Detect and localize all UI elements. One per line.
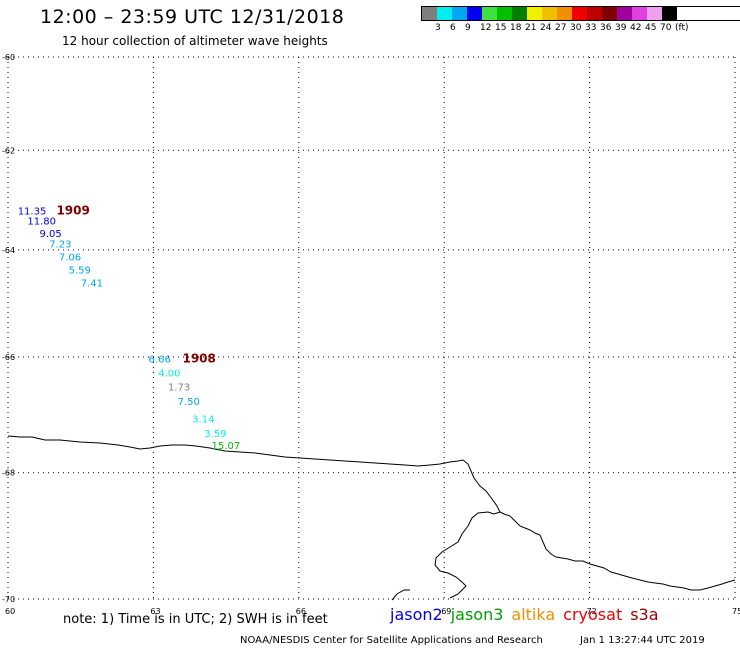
latitude-label: -68 [2, 469, 15, 478]
legend-label: 42 [630, 23, 642, 33]
wave-height-color-legend: 3 6 9 12 15 18 21 24 27 30 33 36 39 42 45 70 (ft) [421, 6, 740, 33]
legend-label: 45 [645, 23, 657, 33]
legend-label: 33 [585, 23, 597, 33]
legend-swatch [572, 7, 587, 20]
wave-height-value: 4.00 [158, 369, 180, 380]
wave-height-value: 7.50 [178, 397, 200, 408]
wave-height-value: 5.59 [69, 265, 91, 276]
latitude-label: -64 [2, 246, 15, 255]
generated-timestamp: Jan 1 13:27:44 UTC 2019 [580, 635, 705, 646]
legend-label: 21 [525, 23, 537, 33]
orbit-time-label: 1909 [56, 203, 89, 217]
legend-swatch [482, 7, 497, 20]
ice-shelf-inlet-outline [434, 511, 501, 599]
wave-height-value: 11.35 [18, 206, 47, 217]
satellite-legend: jason2 jason3 altika cryosat s3a [390, 605, 659, 624]
legend-swatch [542, 7, 557, 20]
axis-labels: -60 -62 -64 -66 -68 -70 60 63 66 69 72 75 [2, 53, 740, 616]
legend-label: (ft) [675, 23, 689, 33]
longitude-label: 66 [296, 607, 306, 616]
legend-label: 39 [615, 23, 627, 33]
latitude-label: -62 [2, 146, 15, 155]
legend-label: 6 [450, 23, 456, 33]
longitude-label: 60 [5, 607, 15, 616]
legend-swatch [632, 7, 647, 20]
legend-swatch [512, 7, 527, 20]
latitude-label: -66 [2, 353, 15, 362]
legend-label: 12 [480, 23, 492, 33]
legend-label: 9 [465, 23, 471, 33]
coastline [7, 435, 736, 601]
longitude-label: 72 [587, 607, 597, 616]
page-subtitle: 12 hour collection of altimeter wave hei… [62, 34, 328, 48]
orbit-labels: 1909 1908 [56, 203, 215, 365]
wave-height-value: 1.73 [168, 383, 190, 394]
satellite-name: jason3 [450, 605, 504, 624]
legend-label: 30 [570, 23, 582, 33]
wave-height-value: 7.41 [81, 278, 103, 289]
legend-labels: 3 6 9 12 15 18 21 24 27 30 33 36 39 42 45 70 (ft) [421, 21, 740, 33]
legend-swatch [647, 7, 662, 20]
page-title: 12:00 – 23:59 UTC 12/31/2018 [40, 6, 345, 28]
wave-height-value: 3.59 [204, 429, 226, 440]
footnote: note: 1) Time is in UTC; 2) SWH is in fe… [63, 612, 328, 627]
legend-swatch [497, 7, 512, 20]
legend-label: 3 [435, 23, 441, 33]
antarctic-coastline [7, 435, 736, 591]
graticule [7, 56, 736, 600]
satellite-name: jason2 [390, 605, 443, 624]
legend-swatch [602, 7, 617, 20]
longitude-label: 75 [732, 607, 740, 616]
legend-label: 70 [660, 23, 672, 33]
legend-swatch [467, 7, 482, 20]
wave-height-value: 11.80 [27, 216, 56, 227]
legend-label: 36 [600, 23, 612, 33]
latitude-label: -70 [2, 595, 15, 604]
credit-line: NOAA/NESDIS Center for Satellite Applica… [240, 635, 543, 646]
longitude-label: 69 [441, 607, 451, 616]
wave-height-value: 7.06 [59, 252, 81, 263]
legend-swatch [557, 7, 572, 20]
legend-swatches [421, 6, 740, 21]
wave-height-value: 7.23 [49, 239, 71, 250]
longitude-label: 63 [150, 607, 160, 616]
wave-height-value: 15.07 [212, 441, 241, 452]
legend-swatch [617, 7, 632, 20]
legend-swatch [422, 7, 437, 20]
legend-swatch [662, 7, 677, 20]
satellite-name: cryosat [563, 605, 623, 624]
legend-label: 18 [510, 23, 522, 33]
wave-height-value: 3.14 [192, 414, 214, 425]
legend-label: 24 [540, 23, 552, 33]
legend-swatch [527, 7, 542, 20]
legend-swatch [587, 7, 602, 20]
coastline-segment-bottom [391, 589, 410, 601]
latitude-label: -60 [2, 53, 15, 62]
wave-height-value: 9.05 [40, 229, 62, 240]
legend-swatch [437, 7, 452, 20]
satellite-name: s3a [630, 605, 659, 624]
legend-label: 27 [555, 23, 567, 33]
orbit-time-label: 1908 [182, 352, 215, 366]
legend-label: 15 [495, 23, 507, 33]
legend-swatch [452, 7, 467, 20]
wave-height-value: 6.66 [149, 355, 171, 366]
satellite-name: altika [511, 605, 556, 624]
